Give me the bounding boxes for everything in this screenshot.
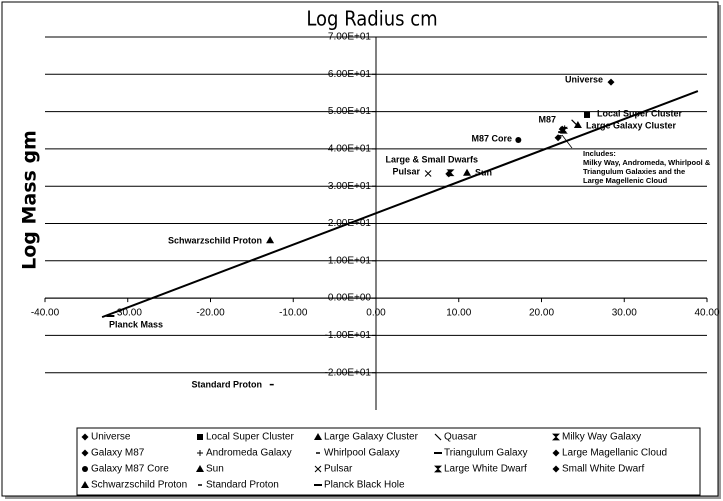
y-tick-label: 7.00E+01 bbox=[328, 32, 372, 43]
legend-label: Standard Proton bbox=[206, 480, 279, 491]
annotation: M87 Core bbox=[471, 133, 512, 143]
x-tick-label: 10.00 bbox=[446, 308, 471, 319]
legend-label: Large Magellanic Cloud bbox=[562, 448, 667, 459]
x-tick-label: 20.00 bbox=[529, 308, 554, 319]
chart-title: Log Radius cm bbox=[306, 7, 437, 31]
legend-label: Triangulum Galaxy bbox=[444, 448, 528, 459]
legend-marker bbox=[434, 433, 442, 441]
legend-marker bbox=[81, 481, 89, 488]
x-tick-label: -30.00 bbox=[114, 308, 143, 319]
annotation: Local Super Cluster bbox=[597, 108, 683, 118]
annotation: Triangulum Galaxies and the bbox=[583, 167, 685, 176]
x-tick-label: 0.00 bbox=[366, 308, 386, 319]
legend-label: Milky Way Galaxy bbox=[562, 432, 641, 443]
legend-box bbox=[76, 427, 701, 496]
x-tick-label: -10.00 bbox=[279, 308, 308, 319]
annotation: Schwarzschild Proton bbox=[168, 235, 262, 245]
annotation: Pulsar bbox=[392, 166, 420, 176]
legend-label: Local Super Cluster bbox=[206, 432, 294, 443]
point bbox=[558, 125, 566, 133]
legend-marker bbox=[197, 450, 203, 456]
point bbox=[463, 168, 472, 176]
legend-label: Planck Black Hole bbox=[324, 480, 405, 491]
legend-label: Sun bbox=[206, 464, 224, 475]
point bbox=[573, 121, 582, 129]
legend-label: Whirlpool Galaxy bbox=[324, 448, 400, 459]
legend-marker bbox=[552, 465, 560, 473]
legend-label: Large White Dwarf bbox=[444, 464, 527, 475]
y-tick-label: -2.00E+01 bbox=[325, 367, 372, 378]
y-tick-label: 3.00E+01 bbox=[328, 181, 372, 192]
annotation: Sun bbox=[475, 167, 492, 177]
annotation: Universe bbox=[565, 74, 603, 84]
point bbox=[554, 134, 562, 142]
point bbox=[584, 111, 591, 118]
annotation: Standard Proton bbox=[191, 379, 262, 389]
legend-label: Universe bbox=[91, 432, 131, 443]
annotation: Large Magellenic Cloud bbox=[583, 176, 668, 185]
legend-marker bbox=[81, 449, 89, 457]
legend-label: Quasar bbox=[444, 432, 477, 443]
annotation: Includes: bbox=[583, 149, 616, 158]
y-tick-label: 5.00E+01 bbox=[328, 106, 372, 117]
y-tick-label: 4.00E+01 bbox=[328, 144, 372, 155]
trend-line bbox=[101, 90, 699, 319]
y-axis-title: Log Mass gm bbox=[19, 130, 41, 270]
legend-marker bbox=[82, 466, 88, 472]
x-tick-label: -40.00 bbox=[31, 308, 60, 319]
legend-marker bbox=[314, 465, 322, 473]
annotation: Planck Mass bbox=[109, 319, 163, 329]
legend-label: Schwarzschild Proton bbox=[91, 480, 187, 491]
legend-label: Galaxy M87 Core bbox=[91, 464, 169, 475]
legend-marker bbox=[434, 465, 442, 473]
point bbox=[607, 78, 615, 86]
x-tick-label: 40.00 bbox=[694, 308, 719, 319]
point bbox=[445, 170, 453, 178]
legend-marker bbox=[196, 465, 204, 472]
legend-marker bbox=[314, 433, 322, 440]
annotation: Large & Small Dwarfs bbox=[385, 154, 478, 164]
legend-label: Pulsar bbox=[324, 464, 353, 475]
legend-label: Large Galaxy Cluster bbox=[324, 432, 419, 443]
point bbox=[571, 119, 579, 127]
y-tick-label: -1.00E+01 bbox=[325, 330, 372, 341]
annotation: Milky Way, Andromeda, Whirlpool & bbox=[583, 158, 711, 167]
x-tick-label: -20.00 bbox=[196, 308, 225, 319]
legend-marker bbox=[197, 434, 203, 440]
legend-marker bbox=[552, 433, 560, 441]
x-tick-label: 30.00 bbox=[612, 308, 637, 319]
point bbox=[266, 236, 275, 244]
legend-label: Galaxy M87 bbox=[91, 448, 145, 459]
point bbox=[424, 170, 432, 177]
legend-marker bbox=[552, 449, 560, 457]
legend-marker bbox=[81, 433, 89, 441]
point bbox=[515, 136, 522, 143]
annotation: M87 bbox=[538, 114, 556, 124]
point bbox=[561, 125, 568, 132]
y-tick-label: 6.00E+01 bbox=[328, 69, 372, 80]
legend-label: Small White Dwarf bbox=[562, 464, 644, 475]
legend-label: Andromeda Galaxy bbox=[206, 448, 292, 459]
annotation: Large Galaxy Cluster bbox=[586, 120, 677, 130]
y-tick-label: 1.00E+01 bbox=[328, 255, 372, 266]
